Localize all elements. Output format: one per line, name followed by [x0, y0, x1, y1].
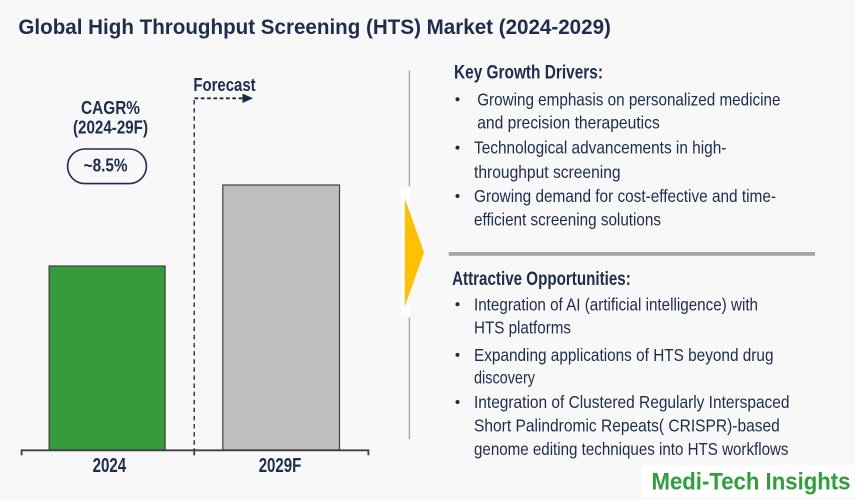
- svg-text:efficient screening solutions: efficient screening solutions: [474, 209, 661, 229]
- svg-text:throughput screening: throughput screening: [474, 162, 621, 182]
- svg-text:Integration of Clustered Regul: Integration of Clustered Regularly Inter…: [474, 392, 790, 412]
- svg-text:Technological advancements in: Technological advancements in high-: [474, 138, 727, 158]
- svg-text:Growing emphasis on personaliz: Growing emphasis on personalized medicin…: [477, 89, 780, 109]
- svg-text:(2024-29F): (2024-29F): [73, 118, 148, 138]
- svg-text:CAGR%: CAGR%: [81, 98, 140, 118]
- svg-text:Forecast: Forecast: [193, 75, 255, 95]
- svg-text:~8.5%: ~8.5%: [84, 156, 128, 176]
- svg-text:Growing demand for cost-effect: Growing demand for cost-effective and ti…: [474, 186, 776, 206]
- svg-text:genome editing techniques into: genome editing techniques into HTS workf…: [474, 439, 789, 459]
- svg-text:Expanding applications of HTS: Expanding applications of HTS beyond dru…: [474, 345, 774, 365]
- svg-text:discovery: discovery: [474, 368, 535, 388]
- svg-text:and precision therapeutics: and precision therapeutics: [477, 113, 660, 133]
- svg-text:HTS platforms: HTS platforms: [474, 318, 571, 338]
- svg-text:2029F: 2029F: [259, 455, 302, 477]
- svg-text:Global High Throughput Screeni: Global High Throughput Screening (HTS) M…: [18, 16, 611, 39]
- svg-text:Key Growth Drivers:: Key Growth Drivers:: [454, 62, 603, 83]
- svg-text:Medi-Tech Insights: Medi-Tech Insights: [652, 469, 851, 496]
- svg-text:Integration of AI (artificial: Integration of AI (artificial intelligen…: [474, 294, 758, 314]
- svg-text:Short Palindromic Repeats( CRI: Short Palindromic Repeats( CRISPR)-based: [474, 415, 780, 435]
- svg-text:Attractive Opportunities:: Attractive Opportunities:: [452, 269, 631, 290]
- svg-text:2024: 2024: [93, 455, 127, 477]
